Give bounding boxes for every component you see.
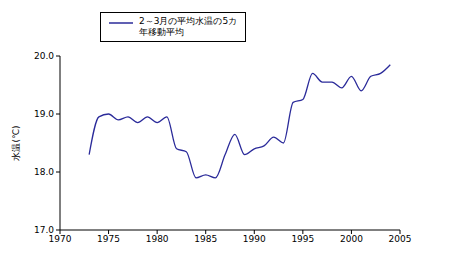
svg-text:1990: 1990: [243, 234, 266, 244]
html-text:2～3月の平均水温の5カ年移動平均: 2～3月の平均水温の5カ年移動平均: [139, 16, 238, 37]
svg-text:1975: 1975: [97, 234, 120, 244]
svg-text:2005: 2005: [389, 234, 412, 244]
svg-text:1985: 1985: [194, 234, 217, 244]
svg-text:18.0: 18.0: [34, 167, 54, 177]
svg-text:20.0: 20.0: [34, 51, 54, 61]
svg-text:1980: 1980: [146, 234, 169, 244]
svg-text:1970: 1970: [49, 234, 72, 244]
svg-text:水温(℃): 水温(℃): [11, 125, 21, 160]
svg-text:17.0: 17.0: [34, 225, 54, 235]
svg-text:1995: 1995: [291, 234, 314, 244]
svg-text:19.0: 19.0: [34, 109, 54, 119]
svg-text:2000: 2000: [340, 234, 363, 244]
